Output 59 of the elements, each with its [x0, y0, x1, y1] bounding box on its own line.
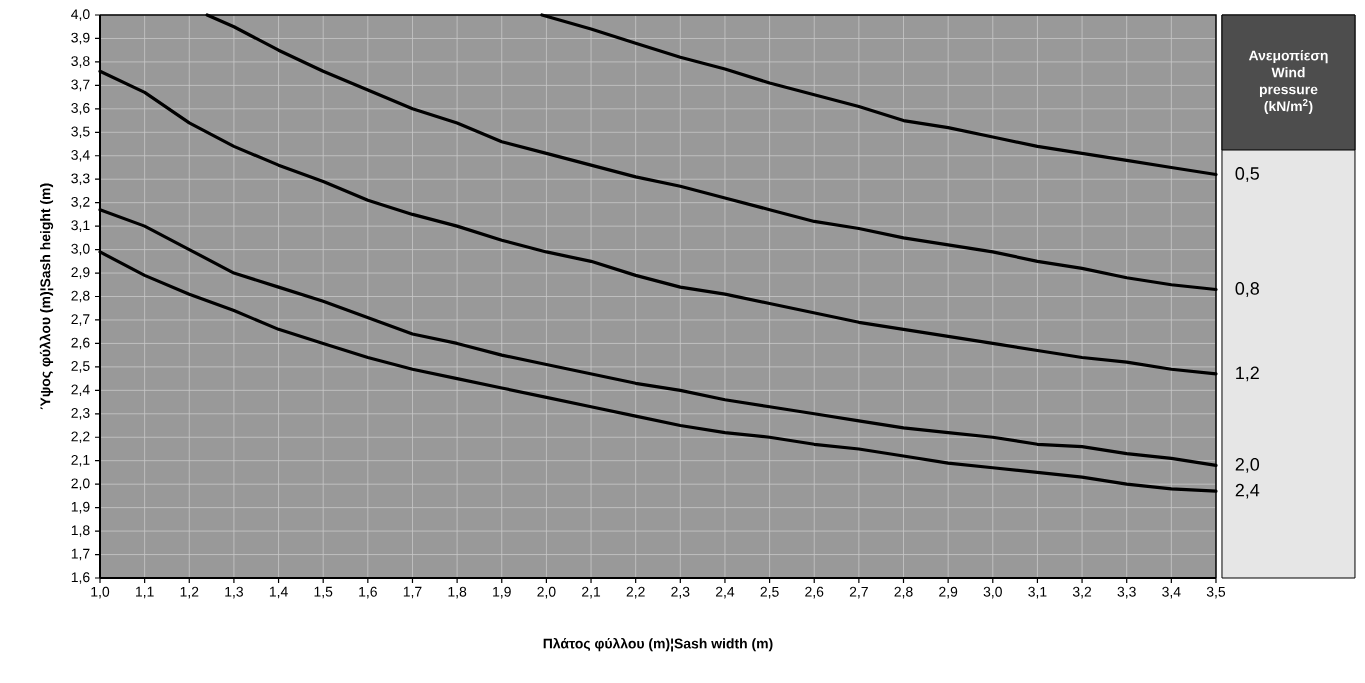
x-tick-label: 2,5 — [760, 586, 779, 599]
x-tick-label: 3,1 — [1028, 586, 1047, 599]
y-tick-label: 3,0 — [71, 243, 90, 256]
x-tick-label: 3,4 — [1162, 586, 1181, 599]
x-tick-label: 1,4 — [269, 586, 288, 599]
x-tick-label: 3,0 — [983, 586, 1002, 599]
y-tick-label: 3,5 — [71, 126, 90, 139]
x-tick-label: 3,2 — [1072, 586, 1092, 599]
y-tick-label: 2,9 — [71, 267, 90, 279]
series-label: 2,4 — [1235, 483, 1260, 499]
x-tick-label: 2,7 — [849, 586, 868, 599]
y-tick-label: 3,2 — [71, 196, 90, 209]
y-tick-label: 3,4 — [71, 149, 90, 162]
y-tick-label: 1,6 — [71, 572, 90, 584]
y-tick-label: 3,6 — [71, 103, 90, 115]
series-label: 1,2 — [1236, 366, 1259, 382]
x-tick-label: 2,0 — [537, 586, 556, 599]
y-tick-label: 1,8 — [71, 525, 90, 537]
x-tick-label: 1,8 — [448, 586, 467, 599]
y-axis-title: Ύψος φύλλου (m)¦Sash height (m) — [39, 183, 54, 410]
x-tick-label: 1,6 — [359, 586, 377, 599]
x-tick-label: 2,1 — [582, 586, 601, 599]
y-tick-label: 3,3 — [71, 173, 90, 185]
y-tick-label: 2,6 — [71, 337, 90, 350]
y-tick-label: 3,8 — [71, 56, 90, 68]
y-tick-label: 2,1 — [71, 454, 90, 467]
y-tick-label: 2,8 — [71, 290, 90, 303]
y-tick-label: 1,9 — [71, 501, 90, 514]
x-tick-label: 1,0 — [91, 586, 110, 599]
x-tick-label: 1,3 — [225, 586, 243, 599]
x-tick-label: 1,2 — [180, 586, 199, 599]
x-tick-label: 2,2 — [626, 586, 645, 599]
x-tick-label: 2,8 — [894, 586, 913, 599]
y-tick-label: 3,9 — [71, 32, 90, 45]
y-tick-label: 2,3 — [71, 408, 90, 420]
x-tick-label: 1,5 — [314, 586, 333, 599]
y-tick-label: 2,0 — [71, 478, 90, 490]
legend-title: Ανεμοπίεση Wind pressure (kN/m$^{2}$) — [1248, 50, 1328, 114]
y-tick-label: 3,7 — [71, 79, 90, 92]
x-tick-label: 1,7 — [403, 586, 422, 599]
y-tick-label: 3,1 — [71, 220, 90, 232]
y-tick-label: 2,7 — [71, 314, 90, 326]
y-tick-label: 2,2 — [71, 431, 90, 444]
series-label: 0,5 — [1235, 167, 1259, 182]
series-label: 2,0 — [1235, 457, 1260, 473]
x-axis-title: Πλάτος φύλλου (m)¦Sash width (m) — [543, 637, 773, 652]
y-tick-label: 2,4 — [71, 384, 90, 397]
x-tick-label: 2,6 — [805, 586, 824, 599]
x-tick-label: 2,9 — [939, 586, 958, 599]
series-label: 0,8 — [1235, 282, 1259, 297]
x-tick-label: 3,5 — [1206, 586, 1226, 599]
x-tick-label: 1,1 — [136, 586, 154, 599]
x-tick-label: 2,3 — [671, 586, 690, 599]
y-tick-label: 4,0 — [71, 9, 90, 21]
y-tick-label: 2,5 — [71, 361, 90, 373]
y-tick-label: 1,7 — [71, 548, 90, 561]
x-tick-label: 1,9 — [493, 586, 511, 599]
x-tick-label: 2,4 — [715, 586, 735, 599]
x-tick-label: 3,3 — [1117, 586, 1136, 599]
